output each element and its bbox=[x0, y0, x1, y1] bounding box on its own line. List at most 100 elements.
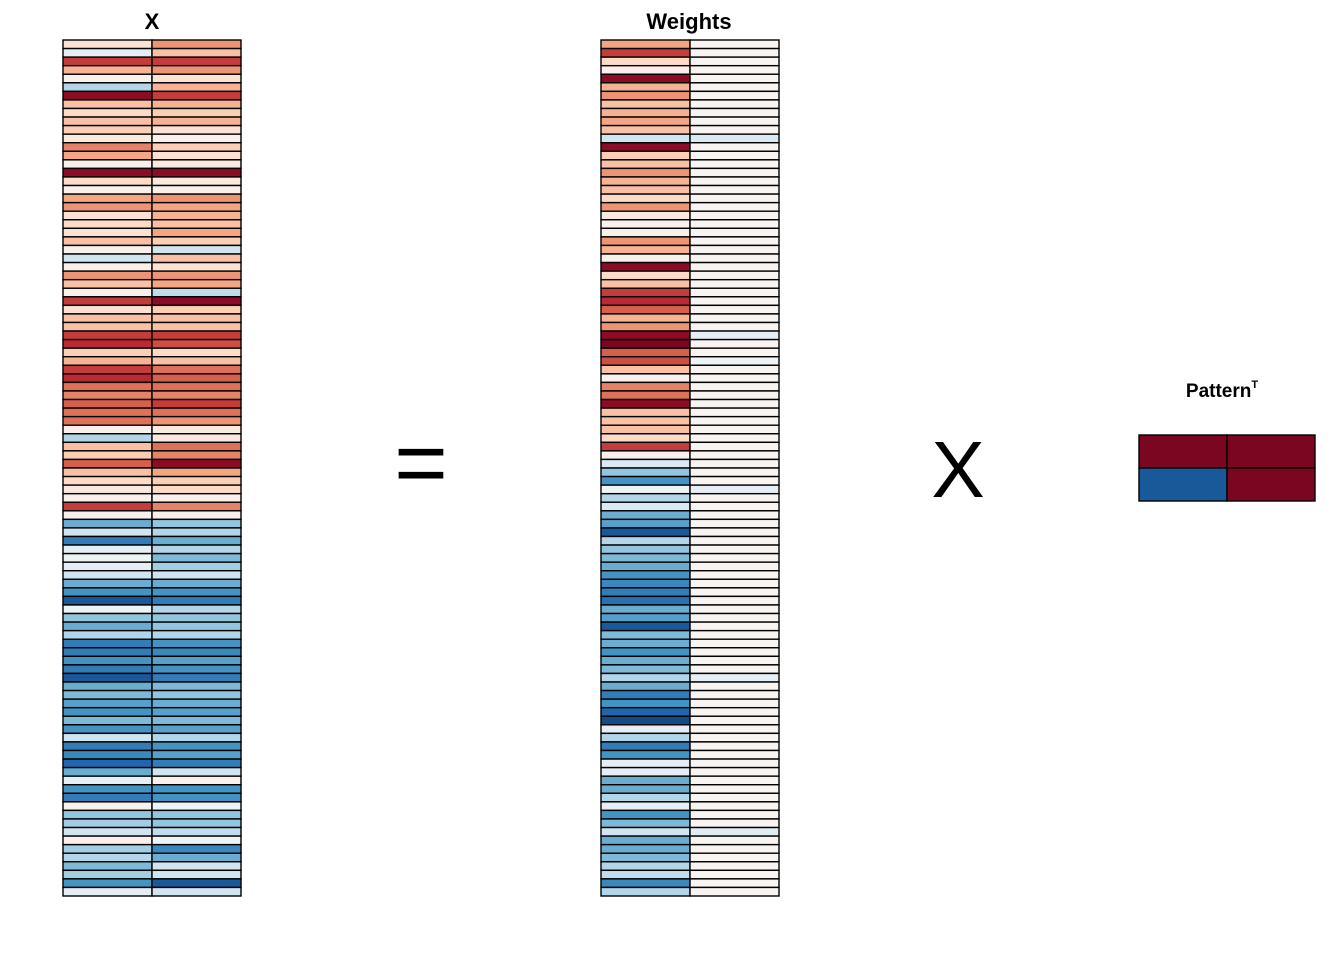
weights-cell-r70-c2 bbox=[689, 629, 780, 640]
x-cell-r6-c1 bbox=[62, 82, 153, 93]
x-cell-r47-c2 bbox=[151, 433, 242, 444]
x-cell-r14-c2 bbox=[151, 150, 242, 161]
weights-cell-r74-c2 bbox=[689, 664, 780, 675]
pattern-cell-r1-c2 bbox=[1226, 434, 1316, 469]
weights-cell-r42-c1 bbox=[600, 390, 691, 401]
weights-cell-r33-c2 bbox=[689, 313, 780, 324]
x-cell-r84-c2 bbox=[151, 749, 242, 760]
weights-cell-r33-c1 bbox=[600, 313, 691, 324]
x-cell-r52-c2 bbox=[151, 475, 242, 486]
weights-cell-r90-c2 bbox=[689, 801, 780, 812]
x-cell-r43-c1 bbox=[62, 398, 153, 409]
weights-cell-r6-c1 bbox=[600, 82, 691, 93]
x-cell-r35-c1 bbox=[62, 330, 153, 341]
x-cell-r31-c1 bbox=[62, 296, 153, 307]
weights-cell-r86-c1 bbox=[600, 766, 691, 777]
weights-cell-r28-c2 bbox=[689, 270, 780, 281]
x-cell-r74-c1 bbox=[62, 664, 153, 675]
x-cell-r77-c1 bbox=[62, 689, 153, 700]
x-cell-r50-c1 bbox=[62, 458, 153, 469]
x-cell-r51-c2 bbox=[151, 467, 242, 478]
weights-cell-r18-c2 bbox=[689, 184, 780, 195]
weights-cell-r100-c1 bbox=[600, 886, 691, 897]
weights-cell-r10-c1 bbox=[600, 116, 691, 127]
weights-cell-r79-c2 bbox=[689, 706, 780, 717]
weights-cell-r29-c1 bbox=[600, 278, 691, 289]
weights-cell-r100-c2 bbox=[689, 886, 780, 897]
x-cell-r9-c2 bbox=[151, 107, 242, 118]
weights-cell-r35-c2 bbox=[689, 330, 780, 341]
x-cell-r27-c2 bbox=[151, 261, 242, 272]
weights-cell-r38-c2 bbox=[689, 356, 780, 366]
weights-cell-r83-c2 bbox=[689, 741, 780, 752]
x-cell-r44-c1 bbox=[62, 407, 153, 418]
x-cell-r29-c2 bbox=[151, 278, 242, 289]
x-cell-r93-c1 bbox=[62, 826, 153, 837]
x-cell-r13-c2 bbox=[151, 142, 242, 152]
weights-cell-r72-c2 bbox=[689, 647, 780, 658]
weights-cell-r72-c1 bbox=[600, 647, 691, 658]
weights-cell-r43-c2 bbox=[689, 398, 780, 409]
weights-cell-r41-c1 bbox=[600, 381, 691, 392]
x-cell-r59-c1 bbox=[62, 535, 153, 546]
weights-cell-r41-c2 bbox=[689, 381, 780, 392]
x-cell-r41-c2 bbox=[151, 381, 242, 392]
weights-cell-r94-c1 bbox=[600, 835, 691, 846]
weights-cell-r67-c2 bbox=[689, 604, 780, 615]
weights-cell-r36-c1 bbox=[600, 338, 691, 349]
x-cell-r97-c2 bbox=[151, 861, 242, 872]
weights-cell-r9-c2 bbox=[689, 107, 780, 118]
weights-cell-r2-c1 bbox=[600, 47, 691, 58]
pattern-heatmap bbox=[1138, 434, 1316, 502]
x-cell-r87-c2 bbox=[151, 775, 242, 786]
x-cell-r47-c1 bbox=[62, 433, 153, 444]
weights-cell-r87-c2 bbox=[689, 775, 780, 786]
weights-cell-r1-c2 bbox=[689, 39, 780, 50]
weights-cell-r17-c1 bbox=[600, 176, 691, 187]
weights-cell-r16-c1 bbox=[600, 167, 691, 178]
x-cell-r100-c1 bbox=[62, 886, 153, 897]
x-cell-r69-c1 bbox=[62, 621, 153, 632]
weights-cell-r54-c1 bbox=[600, 492, 691, 503]
x-cell-r16-c1 bbox=[62, 167, 153, 178]
x-cell-r57-c2 bbox=[151, 518, 242, 529]
weights-cell-r27-c1 bbox=[600, 261, 691, 272]
x-cell-r90-c1 bbox=[62, 801, 153, 812]
x-cell-r69-c2 bbox=[151, 621, 242, 632]
weights-cell-r8-c2 bbox=[689, 99, 780, 110]
x-cell-r98-c2 bbox=[151, 869, 242, 880]
weights-cell-r84-c2 bbox=[689, 749, 780, 760]
x-cell-r61-c1 bbox=[62, 552, 153, 563]
x-cell-r79-c1 bbox=[62, 706, 153, 717]
weights-cell-r46-c2 bbox=[689, 424, 780, 435]
weights-cell-r47-c1 bbox=[600, 433, 691, 444]
x-cell-r89-c2 bbox=[151, 792, 242, 803]
x-cell-r66-c2 bbox=[151, 595, 242, 606]
x-cell-r86-c2 bbox=[151, 766, 242, 777]
x-cell-r30-c1 bbox=[62, 287, 153, 298]
weights-cell-r91-c2 bbox=[689, 809, 780, 820]
weights-cell-r98-c1 bbox=[600, 869, 691, 880]
weights-cell-r49-c1 bbox=[600, 450, 691, 461]
x-heatmap bbox=[62, 39, 242, 897]
pattern-cell-r1-c1 bbox=[1138, 434, 1228, 469]
x-cell-r41-c1 bbox=[62, 381, 153, 392]
weights-cell-r71-c1 bbox=[600, 638, 691, 649]
weights-cell-r50-c2 bbox=[689, 458, 780, 469]
x-cell-r62-c1 bbox=[62, 561, 153, 572]
x-cell-r22-c1 bbox=[62, 219, 153, 230]
weights-cell-r83-c1 bbox=[600, 741, 691, 752]
weights-cell-r20-c1 bbox=[600, 201, 691, 212]
weights-cell-r11-c1 bbox=[600, 124, 691, 135]
x-cell-r40-c2 bbox=[151, 373, 242, 384]
x-cell-r70-c1 bbox=[62, 629, 153, 640]
weights-cell-r90-c1 bbox=[600, 801, 691, 812]
weights-cell-r48-c2 bbox=[689, 441, 780, 452]
weights-cell-r39-c1 bbox=[600, 364, 691, 375]
weights-cell-r3-c1 bbox=[600, 56, 691, 67]
x-cell-r21-c1 bbox=[62, 210, 153, 221]
weights-cell-r74-c1 bbox=[600, 664, 691, 675]
weights-cell-r6-c2 bbox=[689, 82, 780, 93]
weights-cell-r63-c1 bbox=[600, 570, 691, 580]
weights-cell-r77-c1 bbox=[600, 689, 691, 700]
